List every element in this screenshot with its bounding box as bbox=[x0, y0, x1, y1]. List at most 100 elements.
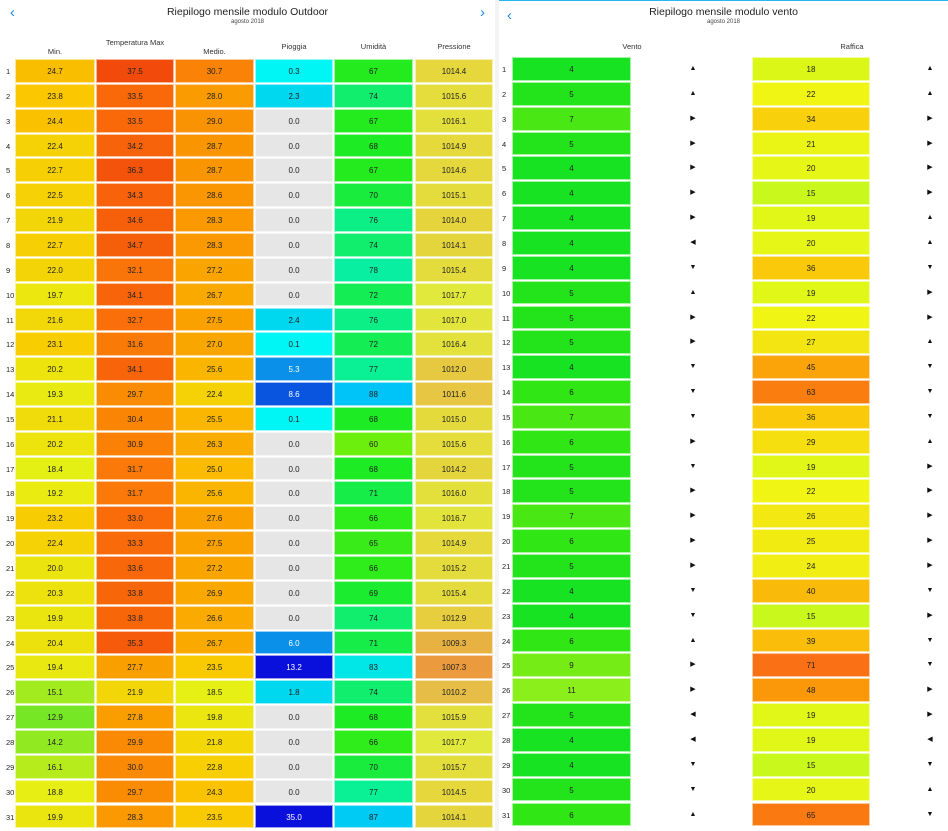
cell-value: 1016.0 bbox=[441, 489, 467, 499]
cell-wind: 4 bbox=[512, 603, 631, 628]
day-number: 7 bbox=[502, 214, 507, 224]
chevron-left-icon: ‹ bbox=[507, 7, 512, 24]
cell-rain: 5.3 bbox=[255, 357, 333, 382]
cell-value: 5 bbox=[569, 487, 574, 497]
cell-value: 20 bbox=[806, 238, 816, 248]
outdoor-summary-panel: ‹ Riepilogo mensile modulo Outdoor agost… bbox=[0, 0, 495, 831]
cell-value: 26 bbox=[806, 512, 816, 522]
cell-value: 1016.4 bbox=[441, 340, 467, 350]
cell-value: 36.3 bbox=[127, 166, 143, 176]
prev-month-button[interactable]: ‹ bbox=[10, 5, 15, 21]
day-number: 5 bbox=[502, 164, 507, 174]
cell-value: 70 bbox=[369, 191, 378, 201]
direction-arrow-icon: ▶ bbox=[927, 139, 933, 147]
cell-pres: 1007.3 bbox=[415, 655, 493, 680]
cell-rain: 13.2 bbox=[255, 655, 333, 680]
cell-value: 40 bbox=[806, 586, 816, 596]
cell-pres: 1017.7 bbox=[415, 729, 493, 754]
cell-min: 22.0 bbox=[15, 257, 95, 282]
cell-rain: 0.1 bbox=[255, 332, 333, 357]
cell-gust: 29 bbox=[752, 429, 870, 454]
cell-rain: 0.0 bbox=[255, 431, 333, 456]
cell-hum: 67 bbox=[334, 158, 413, 183]
cell-value: 0.0 bbox=[288, 762, 300, 772]
cell-value: 25.6 bbox=[206, 365, 223, 375]
cell-value: 0.0 bbox=[288, 216, 300, 226]
cell-wind: 7 bbox=[512, 404, 631, 429]
cell-value: 19.7 bbox=[47, 290, 63, 300]
cell-min: 19.7 bbox=[15, 282, 95, 307]
cell-avg: 28.3 bbox=[175, 232, 254, 257]
cell-value: 23.2 bbox=[47, 514, 63, 524]
day-number: 26 bbox=[502, 686, 511, 696]
day-number: 17 bbox=[6, 464, 15, 474]
cell-value: 27.2 bbox=[206, 265, 223, 275]
cell-value: 29.7 bbox=[127, 390, 143, 400]
cell-avg: 25.6 bbox=[175, 481, 254, 506]
cell-max: 33.0 bbox=[96, 506, 174, 531]
direction-arrow-icon: ▼ bbox=[926, 810, 934, 818]
cell-hum: 68 bbox=[334, 456, 413, 481]
cell-rain: 0.0 bbox=[255, 183, 333, 208]
cell-pres: 1014.0 bbox=[415, 208, 493, 232]
cell-hum: 65 bbox=[334, 531, 413, 555]
direction-arrow-icon: ▶ bbox=[927, 462, 933, 470]
cell-wind: 4 bbox=[512, 206, 631, 230]
cell-hum: 68 bbox=[334, 133, 413, 158]
cell-value: 27.5 bbox=[206, 539, 223, 549]
cell-value: 27.6 bbox=[206, 514, 223, 524]
cell-hum: 70 bbox=[334, 183, 413, 208]
cell-min: 19.9 bbox=[15, 605, 95, 630]
day-number: 23 bbox=[502, 611, 511, 621]
cell-hum: 67 bbox=[334, 59, 413, 83]
cell-value: 0.0 bbox=[288, 514, 300, 524]
cell-value: 1015.1 bbox=[441, 191, 467, 201]
cell-value: 1014.6 bbox=[441, 166, 467, 176]
cell-value: 34.7 bbox=[127, 240, 143, 250]
col-header: Raffica bbox=[840, 42, 864, 51]
cell-rain: 0.0 bbox=[255, 456, 333, 481]
cell-value: 33.8 bbox=[127, 588, 143, 598]
cell-gust: 19 bbox=[752, 454, 870, 479]
cell-max: 27.7 bbox=[96, 655, 174, 680]
cell-value: 34.2 bbox=[127, 141, 143, 151]
cell-value: 1009.3 bbox=[441, 638, 467, 648]
day-number: 30 bbox=[502, 785, 511, 795]
direction-arrow-icon: ▶ bbox=[927, 512, 933, 520]
day-number: 14 bbox=[6, 390, 15, 400]
cell-min: 12.9 bbox=[15, 705, 95, 729]
cell-value: 21.1 bbox=[47, 414, 63, 424]
direction-arrow-icon: ▼ bbox=[689, 785, 697, 793]
cell-min: 22.4 bbox=[15, 531, 95, 555]
cell-value: 19 bbox=[806, 711, 816, 721]
cell-pres: 1014.9 bbox=[415, 133, 493, 158]
cell-value: 35.3 bbox=[127, 638, 143, 648]
prev-month-button[interactable]: ‹ bbox=[507, 8, 512, 24]
next-month-button[interactable]: › bbox=[480, 5, 485, 21]
direction-arrow-icon: ▼ bbox=[689, 760, 697, 768]
cell-min: 18.8 bbox=[15, 779, 95, 804]
cell-gust: 20 bbox=[752, 156, 870, 181]
cell-min: 16.1 bbox=[15, 754, 95, 779]
cell-value: 6 bbox=[569, 810, 574, 820]
cell-value: 22.0 bbox=[47, 265, 63, 275]
cell-gust: 65 bbox=[752, 802, 870, 827]
direction-arrow-icon: ▼ bbox=[926, 586, 934, 594]
cell-min: 21.1 bbox=[15, 406, 95, 431]
day-number: 12 bbox=[502, 338, 511, 348]
cell-value: 77 bbox=[369, 787, 378, 797]
cell-avg: 22.4 bbox=[175, 382, 254, 406]
cell-value: 29.9 bbox=[127, 737, 143, 747]
cell-min: 19.4 bbox=[15, 655, 95, 680]
cell-value: 77 bbox=[369, 365, 378, 375]
cell-avg: 23.5 bbox=[175, 804, 254, 829]
cell-value: 28.3 bbox=[206, 240, 223, 250]
cell-min: 24.7 bbox=[15, 59, 95, 83]
cell-value: 4 bbox=[569, 586, 574, 596]
cell-value: 21.9 bbox=[127, 688, 143, 698]
cell-min: 20.4 bbox=[15, 630, 95, 655]
cell-value: 63 bbox=[806, 388, 816, 398]
cell-value: 11 bbox=[567, 686, 576, 696]
cell-value: 27.2 bbox=[206, 564, 223, 573]
direction-arrow-icon: ▲ bbox=[689, 810, 697, 818]
